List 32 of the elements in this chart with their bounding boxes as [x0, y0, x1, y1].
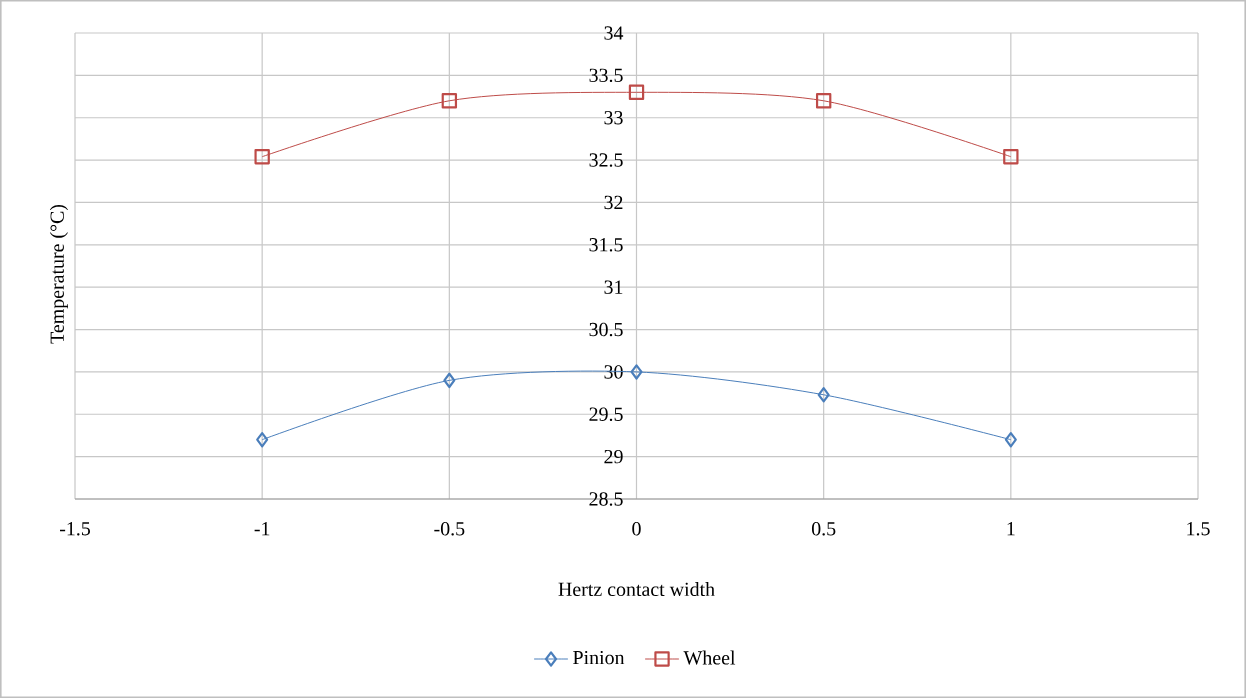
y-tick-label: 29.5	[589, 407, 623, 422]
x-tick-label: 1	[1007, 522, 1015, 536]
y-axis-title: Temperature (°C)	[49, 204, 68, 344]
legend-label: Wheel	[683, 650, 736, 665]
x-tick-label: 1.5	[1187, 522, 1210, 536]
x-tick-label: -0.5	[434, 522, 465, 536]
y-tick-label: 30.5	[589, 322, 623, 337]
point	[443, 372, 456, 389]
x-tick-label: 0	[632, 522, 641, 536]
point	[1004, 431, 1017, 448]
point	[817, 387, 830, 403]
y-tick-label: 33	[604, 111, 623, 125]
point	[815, 93, 832, 109]
y-tick-label: 32	[604, 195, 623, 210]
x-tick-label: -1	[254, 522, 270, 536]
x-axis-title: Hertz contact width	[558, 582, 715, 597]
y-tick-label: 31.5	[589, 238, 623, 252]
point	[1003, 149, 1019, 165]
y-tick-label: 33.5	[589, 68, 623, 83]
y-tick-label: 32.5	[589, 153, 623, 167]
y-tick-label: 28.5	[589, 492, 623, 506]
y-tick-label: 29	[604, 449, 623, 464]
point	[254, 149, 270, 165]
x-tick-label: -1.5	[59, 522, 90, 536]
point	[630, 364, 643, 380]
point	[256, 431, 269, 448]
point	[441, 93, 458, 109]
y-tick-label: 34	[604, 26, 624, 40]
legend-label: Pinion	[573, 650, 625, 665]
y-tick-label: 31	[604, 280, 623, 294]
x-tick-label: 0.5	[811, 522, 836, 536]
point	[628, 84, 645, 101]
